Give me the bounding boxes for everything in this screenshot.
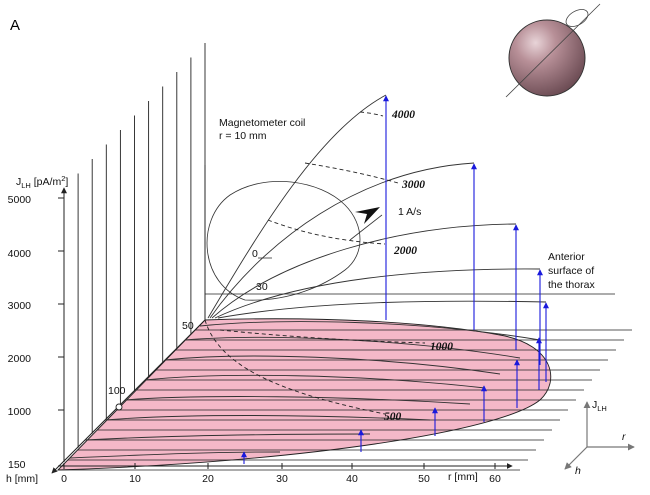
current-density-arrows [241, 95, 549, 464]
r-tick-label: 40 [346, 473, 358, 485]
r-tick-label: 30 [276, 473, 288, 485]
field-curve [104, 415, 431, 421]
r-tick-label: 10 [129, 473, 141, 485]
field-curve [144, 374, 486, 389]
sphere-axis-line [505, 3, 601, 98]
r-tick-label: 60 [489, 473, 501, 485]
contour-2000 [267, 219, 386, 245]
current-direction-arrow-icon [355, 207, 380, 224]
r-axis-label: r [mm] [448, 471, 478, 483]
field-curve [184, 337, 521, 359]
panel-label: A [10, 17, 20, 34]
h-axis-marker [115, 403, 123, 411]
orientation-j-label: JLH [592, 399, 607, 413]
coil-title: Magnetometer coil [219, 117, 305, 129]
contour-4000 [359, 111, 384, 117]
contour-label-4000: 4000 [391, 109, 415, 121]
r-tick-label: 20 [202, 473, 214, 485]
field-curve [211, 223, 517, 319]
coil-scale-30: 30 [256, 281, 268, 293]
r-tick-label: 50 [418, 473, 430, 485]
surface-label-2: surface of [548, 265, 594, 277]
field-curve [217, 300, 547, 319]
orientation-h-label: h [575, 465, 581, 477]
magnetometer-coil: 0 30 [206, 180, 383, 301]
field-curve [199, 321, 541, 341]
sphere-icon [508, 19, 586, 97]
thorax-surface [56, 318, 552, 471]
field-curve [124, 396, 471, 405]
coil-scale-0: 0 [252, 248, 258, 260]
field-curve [214, 268, 541, 319]
surface-label-3: the thorax [548, 279, 595, 291]
field-curve [209, 162, 475, 319]
contour-label-1000: 1000 [430, 341, 453, 353]
surface-grid [58, 329, 632, 471]
mini-coil-icon [565, 9, 589, 27]
j-axis-label: JLH [pA/m2] [16, 174, 68, 190]
contour-label-3000: 3000 [401, 179, 425, 191]
r-tick-label: 0 [61, 473, 67, 485]
field-curve [84, 433, 371, 441]
contour-label-500: 500 [384, 411, 402, 423]
current-label: 1 A/s [398, 206, 421, 218]
j-tick-label: 1000 [8, 406, 32, 418]
contour-500 [204, 319, 386, 415]
contour-label-2000: 2000 [393, 245, 417, 257]
j-tick-label: 4000 [8, 248, 32, 260]
j-axis: JLH [pA/m2] 5000 4000 3000 2000 1000 [8, 174, 68, 462]
r-axis: 0 10 20 30 40 50 60 r [mm] [58, 463, 513, 485]
coil-loop [206, 180, 361, 301]
j-tick-label: 2000 [8, 353, 32, 365]
orientation-indicator: JLH r h [564, 399, 635, 477]
h-axis-label: h [mm] [6, 473, 38, 485]
h-axis: h [mm] 150 100 50 [6, 319, 206, 485]
field-curve [164, 355, 501, 375]
j-tick-label: 3000 [8, 300, 32, 312]
field-curves [69, 94, 547, 459]
orientation-r-label: r [622, 431, 626, 443]
h-tick-label: 150 [8, 459, 26, 471]
thorax-sphere-illustration [505, 3, 601, 98]
coil-radius: r = 10 mm [219, 130, 267, 142]
contour-3000 [304, 162, 399, 184]
j-tick-label: 5000 [8, 194, 32, 206]
contour-1000 [219, 329, 426, 344]
field-curve [69, 451, 281, 459]
h-tick-label: 50 [182, 320, 194, 332]
h-tick-label: 100 [108, 385, 126, 397]
contour-lines [204, 111, 426, 415]
surface-label-1: Anterior [548, 251, 585, 263]
